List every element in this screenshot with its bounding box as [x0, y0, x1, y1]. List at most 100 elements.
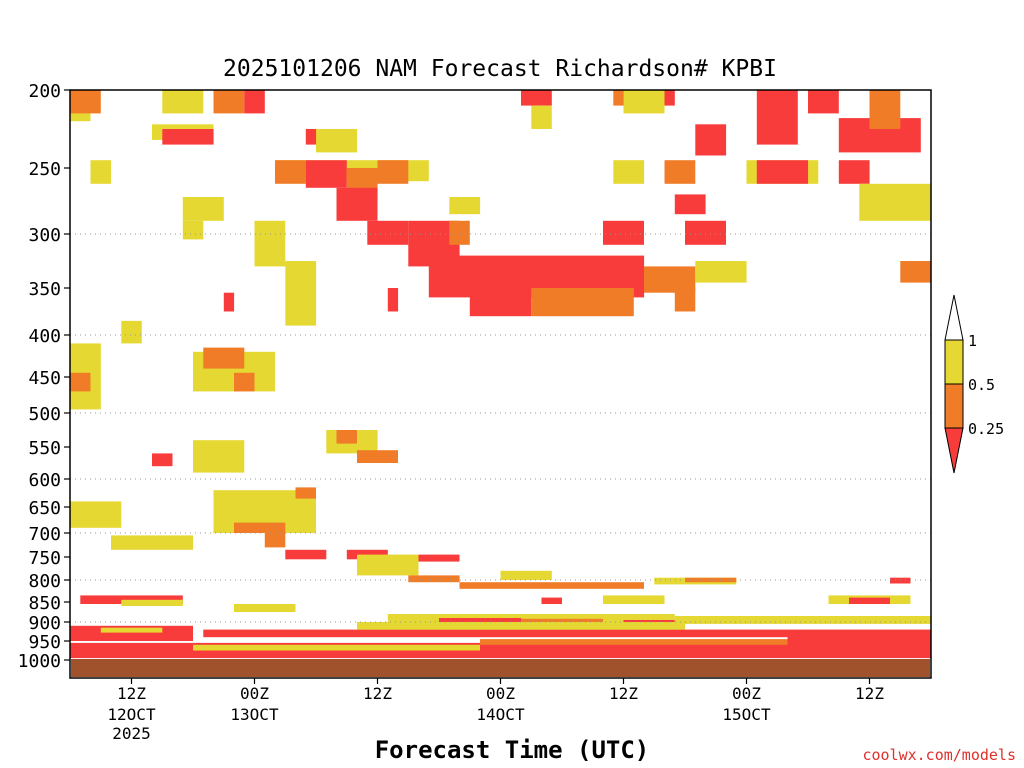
chart-title: 2025101206 NAM Forecast Richardson# KPBI	[223, 56, 777, 82]
data-cell	[890, 577, 911, 584]
data-cell	[387, 288, 399, 312]
data-cell	[305, 129, 317, 145]
data-cell	[285, 549, 327, 560]
data-cell	[182, 220, 204, 240]
data-cell	[90, 160, 111, 184]
data-cell	[275, 160, 306, 184]
data-cell	[664, 160, 696, 184]
data-cell	[500, 570, 552, 580]
ground-layer	[71, 659, 930, 677]
x-tick-label: 12Z	[363, 684, 392, 703]
data-cell	[674, 194, 706, 215]
x-tick-label: 00Z	[240, 684, 269, 703]
data-cell	[695, 261, 747, 283]
data-cell	[623, 90, 665, 114]
data-cell	[357, 554, 419, 576]
data-cell	[459, 582, 644, 589]
data-cell	[685, 220, 726, 245]
data-cell	[531, 288, 634, 317]
x-tick-date: 14OCT	[476, 705, 525, 724]
data-cell	[603, 220, 644, 245]
legend-swatch-0.25-0.5	[944, 383, 964, 429]
x-tick-date: 12OCT	[107, 705, 156, 724]
data-cell	[193, 440, 245, 473]
data-cell	[449, 197, 481, 215]
data-cell	[162, 90, 204, 114]
legend-label: 0.5	[968, 376, 995, 394]
data-cell	[70, 501, 122, 528]
y-tick-label: 250	[28, 159, 61, 180]
data-cell	[613, 160, 645, 184]
data-cell	[695, 124, 727, 156]
y-tick-label: 600	[28, 470, 61, 491]
data-cell	[613, 90, 624, 106]
credit-text: coolwx.com/models	[862, 746, 1016, 764]
legend: 1 0.5 0.25	[944, 294, 1004, 474]
data-cell	[531, 105, 552, 129]
data-cell	[223, 292, 235, 312]
data-cell	[70, 372, 91, 392]
data-cell	[603, 595, 665, 604]
data-cell	[664, 90, 675, 106]
y-tick-label: 350	[28, 279, 61, 300]
data-cell	[541, 597, 562, 604]
x-tick-date: 13OCT	[230, 705, 279, 724]
data-cell	[70, 90, 101, 114]
data-cell	[900, 261, 932, 283]
data-cell	[162, 129, 214, 145]
data-cell	[336, 430, 357, 444]
data-cell	[234, 372, 255, 392]
data-cell	[316, 129, 357, 153]
x-tick-label: 12Z	[855, 684, 884, 703]
data-cell	[439, 618, 521, 624]
data-cell	[449, 220, 470, 245]
data-cell	[285, 261, 317, 326]
y-tick-label: 450	[28, 368, 61, 389]
x-tick-year: 2025	[112, 724, 151, 743]
data-cell	[193, 644, 480, 651]
data-cell	[203, 347, 245, 369]
x-tick-label: 12Z	[117, 684, 146, 703]
x-tick-label: 00Z	[486, 684, 515, 703]
data-cell	[213, 90, 245, 114]
y-tick-label: 200	[28, 81, 61, 102]
legend-swatch-above-1	[944, 294, 964, 341]
y-tick-label: 750	[28, 548, 61, 569]
data-cell	[264, 533, 286, 548]
data-cell	[152, 453, 173, 467]
y-tick-label: 700	[28, 524, 61, 545]
data-cell	[674, 616, 932, 624]
data-cell	[234, 522, 286, 533]
y-tick-label: 550	[28, 438, 61, 459]
data-cell	[756, 90, 798, 145]
x-tick-label: 12Z	[609, 684, 638, 703]
data-cell	[480, 639, 788, 645]
data-cell	[859, 183, 932, 221]
data-cell	[377, 160, 409, 184]
y-tick-label: 1000	[18, 651, 61, 672]
data-cell	[357, 622, 685, 630]
y-tick-label: 950	[28, 632, 61, 653]
x-tick-date: 15OCT	[722, 705, 771, 724]
data-cell	[418, 554, 460, 562]
x-tick-label: 00Z	[732, 684, 761, 703]
data-cell	[346, 549, 388, 560]
y-tick-label: 900	[28, 613, 61, 634]
data-cell	[469, 292, 532, 317]
data-cell	[838, 160, 870, 184]
data-cell	[80, 595, 183, 604]
data-cell	[254, 220, 286, 267]
y-tick-label: 800	[28, 571, 61, 592]
data-cell	[674, 288, 696, 312]
data-cell	[295, 487, 316, 499]
chart-grid	[70, 233, 931, 623]
data-cell	[367, 220, 409, 245]
data-cell	[521, 90, 552, 106]
legend-swatch-below-0.25	[944, 427, 964, 474]
y-tick-label: 500	[28, 404, 61, 425]
data-cell	[121, 320, 142, 344]
data-cell	[849, 597, 890, 604]
data-cell	[244, 90, 265, 114]
